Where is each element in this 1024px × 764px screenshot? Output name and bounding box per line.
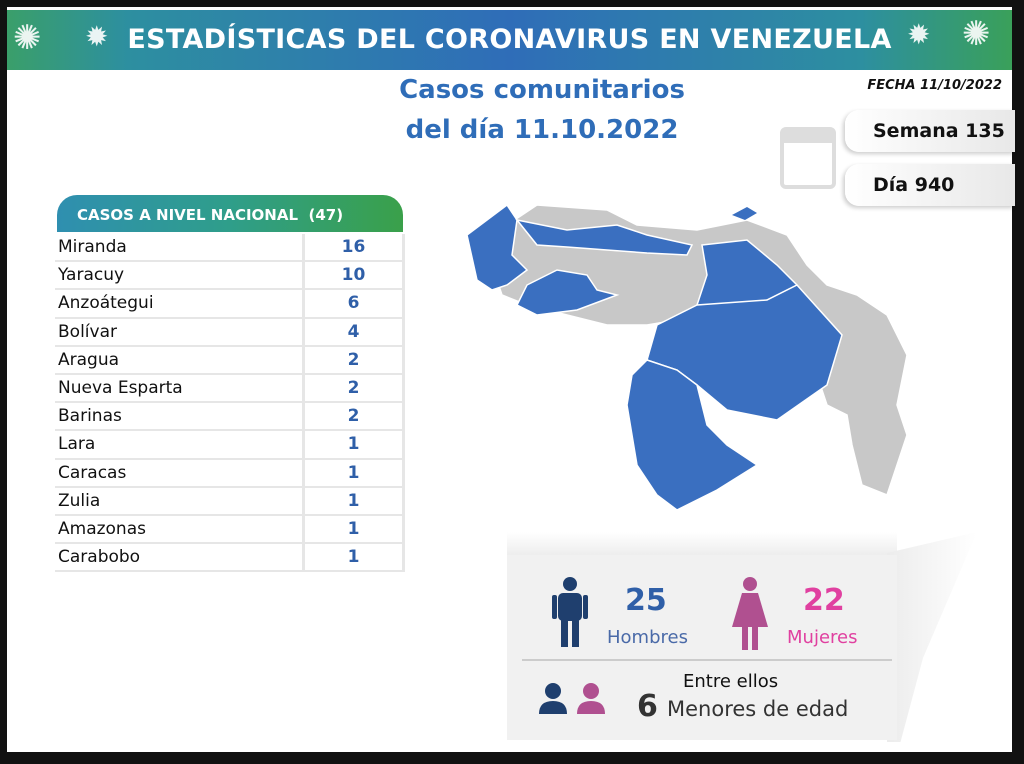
subtitle-line2: del día 11.10.2022 [405,115,679,145]
table-row: Amazonas 1 [55,515,405,545]
case-count: 1 [305,544,405,571]
state-name: Zulia [55,487,305,514]
men-label: Hombres [607,627,688,648]
men-count: 25 [625,583,667,618]
man-icon [552,577,588,647]
woman-icon [732,577,768,650]
state-name: Bolívar [55,318,305,345]
case-count: 6 [305,290,405,317]
table-row: Bolívar 4 [55,318,405,347]
table-total: (47) [308,206,344,224]
state-name: Caracas [55,459,305,486]
case-count: 1 [305,487,405,514]
table-row: Caracas 1 [55,459,405,488]
case-count: 2 [305,374,405,402]
table-row: Zulia 1 [55,487,405,516]
case-count: 16 [305,234,405,261]
table-row: Yaracuy 10 [55,262,405,291]
state-name: Nueva Esparta [55,374,305,402]
table-title: CASOS A NIVEL NACIONAL [77,206,299,224]
map-state-amazonas [626,359,759,511]
virus-icon: ✺ [13,18,42,58]
virus-icon: ✹ [907,18,931,51]
minors-icon [539,683,605,714]
table-row: Miranda 16 [55,234,405,263]
map-state-zulia [466,203,529,291]
minors-label: Menores de edad [667,697,849,721]
card-shadow [507,532,897,557]
case-count: 4 [305,318,405,345]
state-name: Carabobo [55,544,305,571]
case-count: 2 [305,403,405,430]
table-row: Lara 1 [55,431,405,460]
between-label: Entre ellos [683,671,779,692]
state-name: Aragua [55,346,305,373]
state-name: Lara [55,431,305,458]
minors-count: 6 [637,689,658,724]
table-header: CASOS A NIVEL NACIONAL (47) [57,195,403,232]
case-count: 1 [305,459,405,486]
gender-card: 25 Hombres 22 Mujeres Entre ellos 6 Meno… [507,555,897,740]
calendar-icon [780,127,836,189]
map-region-gray [491,204,908,496]
virus-icon: ✺ [962,14,991,54]
table-row: Aragua 2 [55,346,405,375]
day-badge: Día 940 [845,164,1015,206]
state-name: Barinas [55,403,305,430]
venezuela-map [466,203,908,511]
table-row: Nueva Esparta 2 [55,374,405,404]
infographic: ✺ ✹ ESTADÍSTICAS DEL CORONAVIRUS EN VENE… [7,7,1015,752]
case-count: 1 [305,431,405,458]
state-name: Anzoátegui [55,290,305,317]
cases-table: Miranda 16 Yaracuy 10 Anzoátegui 6 Bolívar 4 Ara… [55,234,405,573]
women-label: Mujeres [787,627,858,648]
page-title: ESTADÍSTICAS DEL CORONAVIRUS EN VENEZUEL… [127,24,892,55]
table-row: Carabobo 1 [55,544,405,573]
header-banner: ✺ ✹ ESTADÍSTICAS DEL CORONAVIRUS EN VENE… [7,10,1012,70]
virus-icon: ✹ [85,20,109,53]
state-name: Miranda [55,234,305,261]
table-row: Anzoátegui 6 [55,290,405,319]
card-curl [887,532,977,742]
women-count: 22 [803,583,845,618]
case-count: 2 [305,346,405,373]
week-badge: Semana 135 [845,110,1015,152]
state-name: Amazonas [55,515,305,543]
case-count: 10 [305,262,405,289]
case-count: 1 [305,515,405,543]
state-name: Yaracuy [55,262,305,289]
date-label: FECHA 11/10/2022 [867,78,1002,93]
subtitle-line1: Casos comunitarios [399,75,685,105]
map-state-barinas [515,269,620,316]
table-row: Barinas 2 [55,403,405,432]
map-state-northcentral [515,218,694,256]
map-state-nueva-esparta [732,207,757,220]
divider [522,659,892,661]
